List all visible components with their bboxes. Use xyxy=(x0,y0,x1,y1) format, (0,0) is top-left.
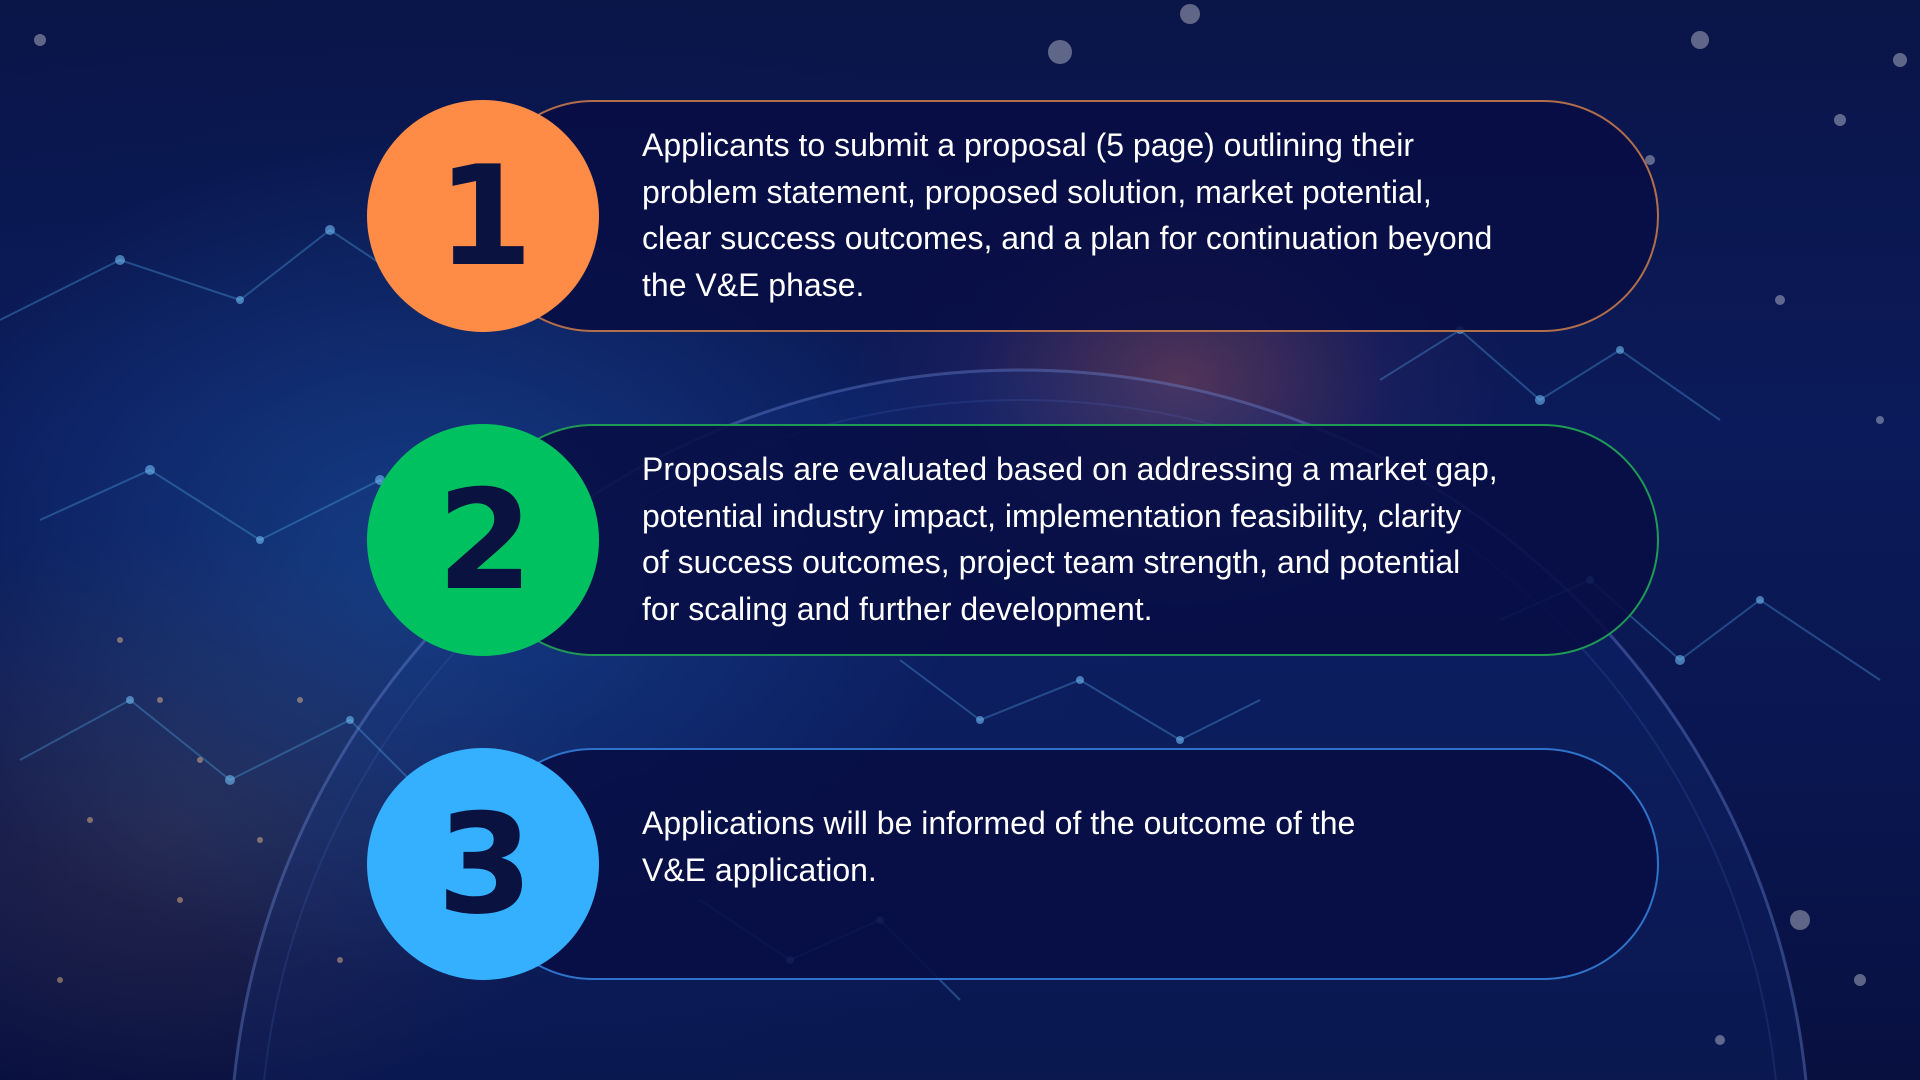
step-1-pill-outline xyxy=(477,100,1659,332)
step-2-card: 2 Proposals are evaluated based on addre… xyxy=(367,424,1659,656)
step-1-number-badge: 1 xyxy=(367,100,599,332)
step-1-card: 1 Applicants to submit a proposal (5 pag… xyxy=(367,100,1659,332)
step-2-pill-outline xyxy=(477,424,1659,656)
step-3-card: 3 Applications will be informed of the o… xyxy=(367,748,1659,980)
step-2-description: Proposals are evaluated based on address… xyxy=(642,451,1498,627)
step-3-pill-outline xyxy=(477,748,1659,980)
step-3-number-badge: 3 xyxy=(367,748,599,980)
step-3-description: Applications will be informed of the out… xyxy=(642,805,1356,888)
step-2-number-badge: 2 xyxy=(367,424,599,656)
step-1-description: Applicants to submit a proposal (5 page)… xyxy=(642,127,1493,303)
